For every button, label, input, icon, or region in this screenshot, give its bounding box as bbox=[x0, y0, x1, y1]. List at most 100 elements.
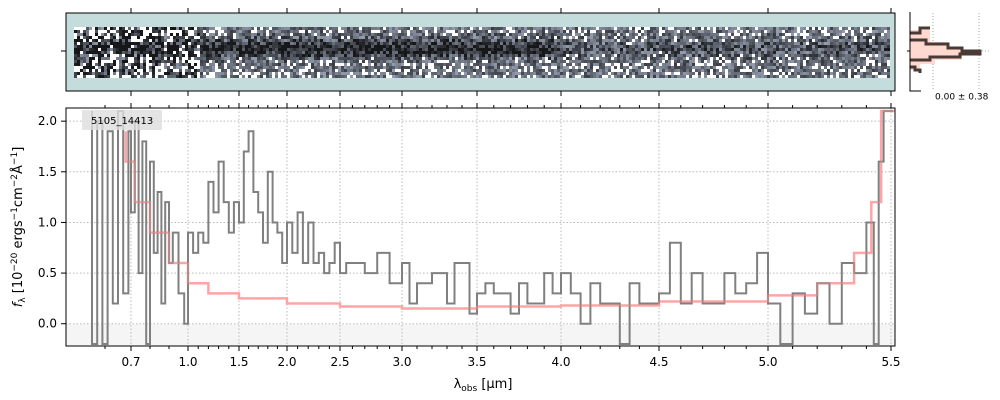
spectrum-2d-pixel bbox=[428, 39, 431, 42]
spectrum-2d-pixel bbox=[590, 30, 593, 33]
spectrum-2d-pixel bbox=[818, 33, 821, 36]
spectrum-2d-pixel bbox=[314, 27, 317, 30]
spectrum-2d-pixel bbox=[98, 60, 101, 63]
spectrum-2d-pixel bbox=[173, 66, 176, 69]
spectrum-2d-pixel bbox=[290, 57, 293, 60]
spectrum-2d-pixel bbox=[383, 66, 386, 69]
spectrum-2d-pixel bbox=[452, 75, 455, 78]
spectrum-2d-pixel bbox=[422, 57, 425, 60]
spectrum-2d-pixel bbox=[113, 42, 116, 45]
spectrum-2d-pixel bbox=[491, 30, 494, 33]
spectrum-2d-pixel bbox=[221, 57, 224, 60]
spectrum-2d-pixel bbox=[368, 63, 371, 66]
spectrum-2d-pixel bbox=[593, 54, 596, 57]
spectrum-2d-pixel bbox=[389, 51, 392, 54]
spectrum-2d-pixel bbox=[278, 33, 281, 36]
spectrum-2d-pixel bbox=[797, 48, 800, 51]
spectrum-2d-pixel bbox=[545, 36, 548, 39]
spectrum-2d-pixel bbox=[284, 54, 287, 57]
spectrum-2d-pixel bbox=[251, 36, 254, 39]
spectrum-2d-pixel bbox=[374, 60, 377, 63]
spectrum-2d-pixel bbox=[272, 66, 275, 69]
spectrum-2d-pixel bbox=[299, 57, 302, 60]
spectrum-2d-pixel bbox=[212, 60, 215, 63]
spectrum-2d-pixel bbox=[593, 45, 596, 48]
spectrum-2d-pixel bbox=[614, 69, 617, 72]
spectrum-2d-pixel bbox=[626, 63, 629, 66]
spectrum-2d-pixel bbox=[830, 69, 833, 72]
spectrum-2d-pixel bbox=[701, 45, 704, 48]
spectrum-2d-pixel bbox=[389, 33, 392, 36]
spectrum-2d-pixel bbox=[863, 69, 866, 72]
spectrum-2d-pixel bbox=[656, 39, 659, 42]
spectrum-2d-pixel bbox=[710, 27, 713, 30]
spectrum-2d-pixel bbox=[545, 57, 548, 60]
spectrum-2d-pixel bbox=[308, 51, 311, 54]
spectrum-2d-pixel bbox=[413, 30, 416, 33]
spectrum-2d-pixel bbox=[764, 66, 767, 69]
spectrum-2d-pixel bbox=[521, 48, 524, 51]
spectrum-2d-pixel bbox=[80, 36, 83, 39]
spectrum-2d-pixel bbox=[839, 75, 842, 78]
spectrum-2d-pixel bbox=[524, 54, 527, 57]
spectrum-2d-pixel bbox=[197, 66, 200, 69]
spectrum-2d-pixel bbox=[581, 51, 584, 54]
spectrum-2d-pixel bbox=[104, 66, 107, 69]
spectrum-2d-pixel bbox=[260, 30, 263, 33]
spectrum-2d-pixel bbox=[125, 27, 128, 30]
spectrum-2d-pixel bbox=[656, 69, 659, 72]
spectrum-2d-pixel bbox=[164, 63, 167, 66]
spectrum-2d-pixel bbox=[542, 60, 545, 63]
spectrum-2d-pixel bbox=[689, 75, 692, 78]
spectrum-2d-pixel bbox=[578, 36, 581, 39]
spectrum-2d-pixel bbox=[527, 66, 530, 69]
spectrum-2d-pixel bbox=[194, 57, 197, 60]
spectrum-2d-pixel bbox=[203, 33, 206, 36]
spectrum-2d-pixel bbox=[260, 42, 263, 45]
spectrum-2d-pixel bbox=[821, 36, 824, 39]
spectrum-2d-pixel bbox=[299, 30, 302, 33]
spectrum-2d-pixel bbox=[230, 45, 233, 48]
spectrum-2d-pixel bbox=[359, 42, 362, 45]
spectrum-2d-pixel bbox=[788, 27, 791, 30]
spectrum-2d-pixel bbox=[482, 42, 485, 45]
spectrum-2d-pixel bbox=[824, 57, 827, 60]
spectrum-2d-pixel bbox=[791, 63, 794, 66]
spectrum-2d-pixel bbox=[140, 69, 143, 72]
spectrum-2d-pixel bbox=[866, 42, 869, 45]
spectrum-2d-pixel bbox=[206, 36, 209, 39]
spectrum-2d-pixel bbox=[491, 27, 494, 30]
spectrum-2d-pixel bbox=[368, 75, 371, 78]
spectrum-2d-pixel bbox=[311, 66, 314, 69]
spectrum-2d-pixel bbox=[209, 54, 212, 57]
spectrum-2d-pixel bbox=[86, 33, 89, 36]
spectrum-2d-pixel bbox=[95, 75, 98, 78]
spectrum-2d-pixel bbox=[626, 69, 629, 72]
spectrum-2d-pixel bbox=[287, 72, 290, 75]
spectrum-2d-pixel bbox=[197, 51, 200, 54]
spectrum-2d-pixel bbox=[206, 57, 209, 60]
spectrum-2d-pixel bbox=[560, 51, 563, 54]
spectrum-2d-pixel bbox=[413, 57, 416, 60]
spectrum-2d-pixel bbox=[422, 69, 425, 72]
spectrum-2d-pixel bbox=[524, 57, 527, 60]
spectrum-2d-pixel bbox=[401, 51, 404, 54]
spectrum-2d-pixel bbox=[665, 42, 668, 45]
spectrum-2d-pixel bbox=[125, 60, 128, 63]
spectrum-2d-pixel bbox=[107, 57, 110, 60]
spectrum-2d-pixel bbox=[443, 30, 446, 33]
spectrum-2d-pixel bbox=[134, 66, 137, 69]
spectrum-2d-pixel bbox=[398, 66, 401, 69]
spectrum-2d-pixel bbox=[296, 36, 299, 39]
spectrum-2d-pixel bbox=[272, 30, 275, 33]
spectrum-2d-pixel bbox=[353, 54, 356, 57]
spectrum-2d-pixel bbox=[782, 75, 785, 78]
spectrum-2d-pixel bbox=[407, 72, 410, 75]
spectrum-2d-pixel bbox=[290, 42, 293, 45]
spectrum-2d-pixel bbox=[470, 63, 473, 66]
spectrum-2d-pixel bbox=[560, 42, 563, 45]
spectrum-2d-pixel bbox=[608, 69, 611, 72]
spectrum-2d-pixel bbox=[338, 69, 341, 72]
spectrum-2d-pixel bbox=[728, 57, 731, 60]
spectrum-2d-pixel bbox=[842, 33, 845, 36]
